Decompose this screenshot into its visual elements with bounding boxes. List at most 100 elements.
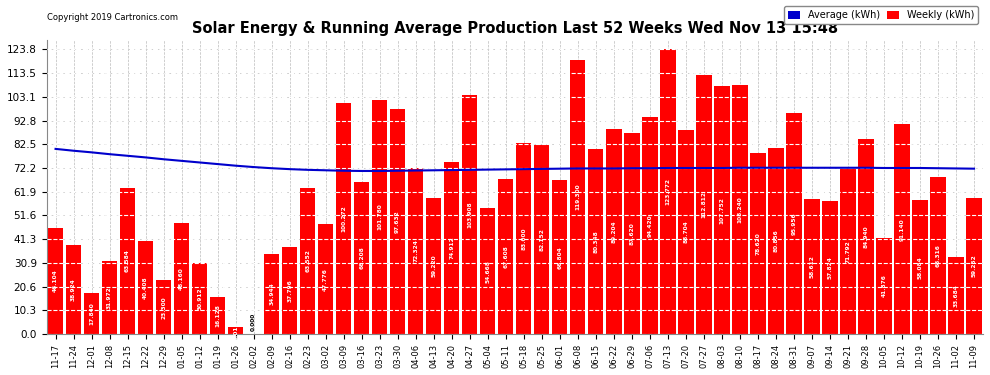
Bar xyxy=(696,75,712,334)
Bar xyxy=(588,149,604,334)
Text: 71.792: 71.792 xyxy=(845,240,850,263)
Text: 17.840: 17.840 xyxy=(89,302,94,325)
Bar xyxy=(786,113,802,334)
Text: 97.632: 97.632 xyxy=(395,210,400,233)
Text: 80.348: 80.348 xyxy=(593,230,598,253)
Bar xyxy=(768,148,784,334)
Bar xyxy=(516,143,532,334)
Bar xyxy=(390,110,405,334)
Text: 58.612: 58.612 xyxy=(810,255,815,278)
Bar xyxy=(84,293,99,334)
Text: 33.684: 33.684 xyxy=(953,284,958,307)
Bar xyxy=(120,188,136,334)
Text: 41.876: 41.876 xyxy=(881,274,886,297)
Text: 68.316: 68.316 xyxy=(936,244,940,267)
Text: 80.856: 80.856 xyxy=(773,230,778,252)
Text: 23.300: 23.300 xyxy=(161,296,166,319)
Title: Solar Energy & Running Average Production Last 52 Weeks Wed Nov 13 15:48: Solar Energy & Running Average Productio… xyxy=(192,21,838,36)
Text: 95.956: 95.956 xyxy=(791,212,796,235)
Bar xyxy=(660,50,675,334)
Text: 63.552: 63.552 xyxy=(305,249,310,272)
Bar xyxy=(966,198,982,334)
Text: 91.140: 91.140 xyxy=(900,218,905,241)
Text: 103.908: 103.908 xyxy=(467,201,472,228)
Bar xyxy=(714,86,730,334)
Bar xyxy=(804,199,820,334)
Bar xyxy=(318,224,334,334)
Bar xyxy=(480,209,495,334)
Legend: Average (kWh), Weekly (kWh): Average (kWh), Weekly (kWh) xyxy=(784,6,978,24)
Bar xyxy=(156,280,171,334)
Text: 58.084: 58.084 xyxy=(918,256,923,279)
Text: 100.272: 100.272 xyxy=(342,206,346,232)
Bar xyxy=(913,201,928,334)
Bar xyxy=(426,198,442,334)
Bar xyxy=(625,132,640,334)
Text: 88.704: 88.704 xyxy=(683,220,688,243)
Bar xyxy=(498,178,514,334)
Bar xyxy=(372,100,387,334)
Text: 74.912: 74.912 xyxy=(449,237,454,259)
Text: 83.000: 83.000 xyxy=(522,227,527,250)
Bar xyxy=(462,95,477,334)
Bar xyxy=(264,254,279,334)
Text: 48.160: 48.160 xyxy=(179,267,184,290)
Text: 54.668: 54.668 xyxy=(485,260,490,283)
Bar xyxy=(823,201,838,334)
Bar xyxy=(48,228,63,334)
Bar xyxy=(354,182,369,334)
Bar xyxy=(445,162,459,334)
Text: 94.420: 94.420 xyxy=(647,214,652,237)
Text: 63.584: 63.584 xyxy=(125,249,130,272)
Bar xyxy=(643,117,657,334)
Text: 16.128: 16.128 xyxy=(215,304,220,327)
Bar xyxy=(678,130,694,334)
Text: 87.620: 87.620 xyxy=(630,222,635,245)
Bar xyxy=(174,223,189,334)
Bar xyxy=(552,180,567,334)
Text: 67.608: 67.608 xyxy=(503,245,508,268)
Text: 37.796: 37.796 xyxy=(287,279,292,302)
Text: 0.000: 0.000 xyxy=(251,312,256,331)
Bar xyxy=(606,129,622,334)
Bar xyxy=(192,263,207,334)
Text: Copyright 2019 Cartronics.com: Copyright 2019 Cartronics.com xyxy=(47,13,177,22)
Text: 59.252: 59.252 xyxy=(971,255,976,277)
Text: 59.220: 59.220 xyxy=(432,255,437,277)
Bar xyxy=(228,327,244,334)
Text: 34.944: 34.944 xyxy=(269,282,274,305)
Text: 47.776: 47.776 xyxy=(323,268,329,291)
Bar xyxy=(300,188,316,334)
Text: 40.408: 40.408 xyxy=(144,276,148,299)
Text: 78.620: 78.620 xyxy=(755,232,760,255)
Bar xyxy=(66,244,81,334)
Text: 30.912: 30.912 xyxy=(197,287,202,310)
Text: 119.300: 119.300 xyxy=(575,183,580,210)
Bar xyxy=(210,297,226,334)
Bar xyxy=(948,256,963,334)
Text: 46.104: 46.104 xyxy=(53,270,58,292)
Text: 82.152: 82.152 xyxy=(540,228,545,251)
Bar xyxy=(733,85,747,334)
Bar xyxy=(336,104,351,334)
Bar xyxy=(535,145,549,334)
Bar xyxy=(841,169,855,334)
Text: 66.804: 66.804 xyxy=(557,246,562,268)
Text: 38.924: 38.924 xyxy=(71,278,76,301)
Bar xyxy=(102,261,117,334)
Text: 89.204: 89.204 xyxy=(612,220,617,243)
Bar xyxy=(408,168,424,334)
Text: 84.940: 84.940 xyxy=(863,225,868,248)
Bar xyxy=(750,153,765,334)
Text: 101.780: 101.780 xyxy=(377,204,382,230)
Bar xyxy=(858,139,873,334)
Bar xyxy=(570,60,585,334)
Text: 123.772: 123.772 xyxy=(665,178,670,205)
Bar xyxy=(138,241,153,334)
Text: 72.324: 72.324 xyxy=(413,240,418,262)
Bar xyxy=(894,124,910,334)
Text: 112.812: 112.812 xyxy=(701,191,707,218)
Bar xyxy=(282,247,297,334)
Text: 57.824: 57.824 xyxy=(828,256,833,279)
Text: 31.972: 31.972 xyxy=(107,286,112,309)
